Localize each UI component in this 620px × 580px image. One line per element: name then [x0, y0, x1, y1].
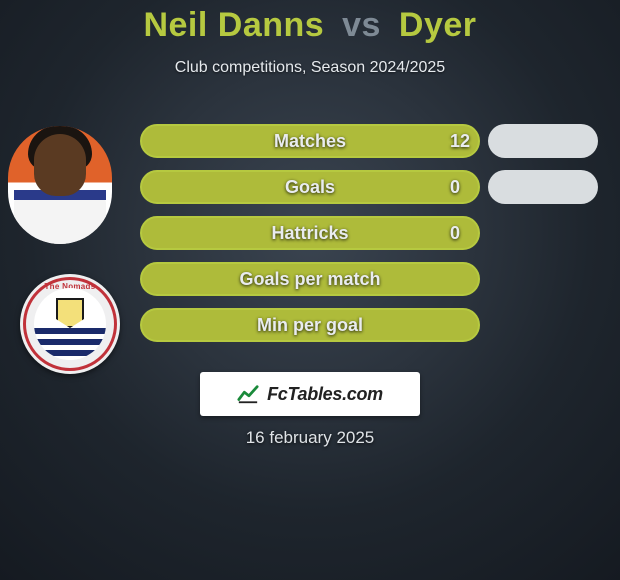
- subtitle: Club competitions, Season 2024/2025: [0, 59, 620, 77]
- club-badge: The Nomads: [20, 274, 120, 374]
- title-player2: Dyer: [399, 6, 477, 44]
- right-bar: [488, 170, 598, 204]
- left-bar: [140, 216, 480, 250]
- page-title: Neil Danns vs Dyer: [0, 0, 620, 45]
- title-player1: Neil Danns: [143, 6, 324, 44]
- brand-text: FcTables.com: [267, 384, 383, 405]
- date-text: 16 february 2025: [0, 428, 620, 448]
- badge-shield: [56, 298, 84, 328]
- chart-icon: [237, 383, 259, 405]
- left-bar: [140, 308, 480, 342]
- left-bar: [140, 262, 480, 296]
- left-bar: [140, 170, 480, 204]
- title-vs: vs: [342, 6, 381, 44]
- left-bar: [140, 124, 480, 158]
- fctables-brand: FcTables.com: [200, 372, 420, 416]
- content-root: Neil Danns vs Dyer Club competitions, Se…: [0, 0, 620, 580]
- avatar-head-shape: [34, 134, 86, 196]
- right-bar: [488, 124, 598, 158]
- badge-waves: [34, 328, 106, 360]
- badge-inner: [34, 288, 106, 360]
- player1-avatar: [8, 126, 112, 244]
